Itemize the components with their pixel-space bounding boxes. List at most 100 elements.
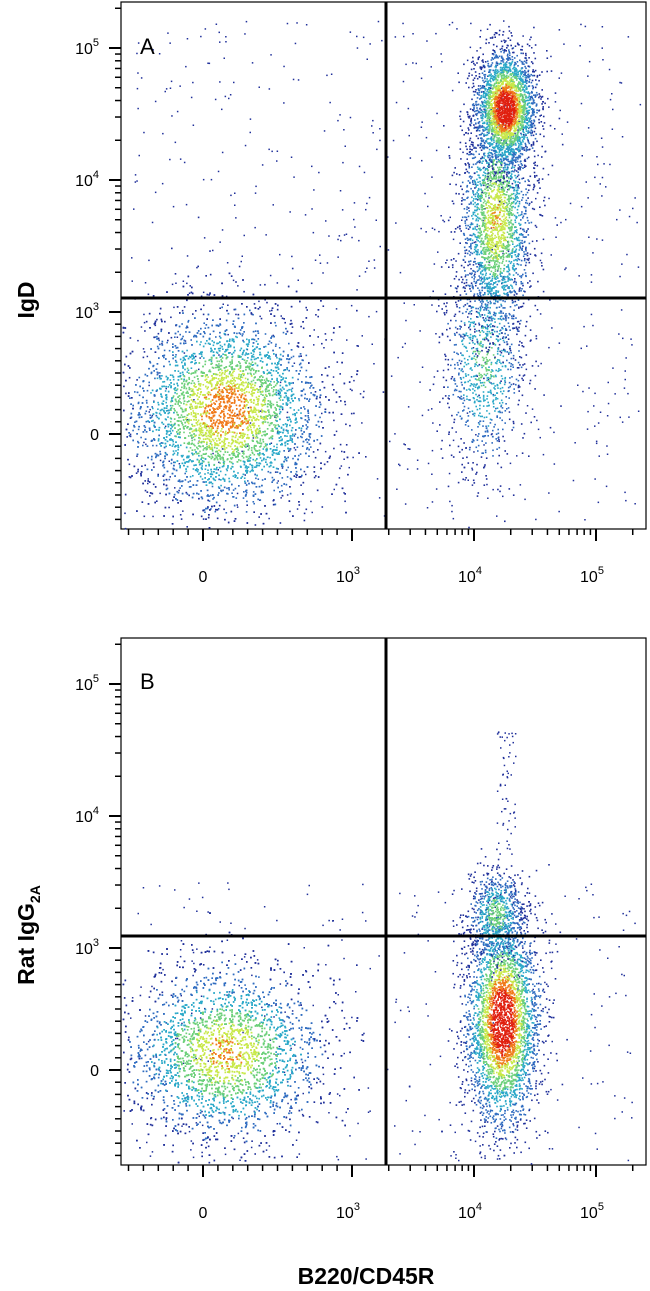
scatter-point: [190, 413, 193, 416]
scatter-point: [340, 413, 343, 415]
scatter-point: [289, 407, 292, 409]
scatter-point: [194, 444, 196, 447]
scatter-point: [252, 364, 255, 366]
scatter-point: [315, 475, 317, 477]
scatter-point: [315, 314, 317, 316]
scatter-point: [537, 154, 539, 157]
scatter-point: [172, 396, 174, 399]
scatter-point: [244, 33, 246, 35]
scatter-point: [250, 426, 252, 429]
scatter-point: [296, 421, 298, 423]
scatter-point: [124, 527, 127, 530]
scatter-point: [222, 353, 224, 355]
scatter-point: [219, 337, 222, 339]
scatter-point: [599, 411, 602, 413]
scatter-point: [333, 488, 335, 491]
scatter-point: [130, 403, 132, 405]
scatter-point: [202, 509, 204, 512]
scatter-point: [592, 252, 594, 254]
scatter-point: [299, 370, 301, 372]
scatter-point: [317, 315, 319, 318]
scatter-point: [256, 458, 258, 460]
scatter-point: [166, 405, 168, 407]
scatter-point: [223, 373, 226, 375]
scatter-point: [275, 424, 277, 427]
scatter-point: [248, 412, 250, 415]
scatter-point: [201, 427, 203, 429]
scatter-point: [153, 466, 155, 468]
scatter-point: [211, 473, 214, 476]
scatter-point: [224, 95, 227, 98]
scatter-point: [253, 446, 255, 449]
scatter-point: [304, 397, 306, 400]
scatter-point: [193, 453, 196, 455]
scatter-point: [177, 375, 180, 378]
scatter-point: [153, 370, 155, 372]
scatter-point: [221, 357, 224, 359]
scatter-point: [499, 350, 501, 353]
scatter-point: [159, 307, 162, 310]
scatter-point: [227, 444, 230, 447]
scatter-point: [156, 335, 158, 338]
scatter-point: [244, 377, 247, 380]
scatter-point: [244, 354, 247, 356]
scatter-point: [443, 220, 446, 223]
scatter-point: [174, 141, 177, 144]
scatter-point: [151, 469, 153, 471]
scatter-point: [540, 262, 543, 264]
scatter-point: [285, 333, 287, 335]
scatter-point: [259, 387, 262, 389]
scatter-point: [365, 456, 367, 458]
scatter-point: [196, 266, 198, 269]
scatter-point: [277, 468, 279, 470]
scatter-point: [264, 443, 267, 445]
scatter-point: [332, 376, 335, 378]
scatter-point: [259, 351, 261, 354]
scatter-point: [563, 43, 565, 45]
scatter-point: [310, 446, 312, 448]
scatter-point: [223, 480, 226, 482]
scatter-point: [181, 386, 183, 389]
scatter-point: [288, 388, 290, 391]
scatter-point: [282, 431, 284, 434]
scatter-point: [246, 459, 249, 461]
scatter-point: [284, 423, 287, 425]
scatter-point: [348, 466, 350, 469]
scatter-point: [300, 412, 302, 414]
scatter-point: [274, 419, 277, 422]
scatter-point: [231, 466, 234, 468]
scatter-point: [193, 385, 195, 387]
scatter-point: [198, 387, 200, 390]
scatter-point: [178, 399, 180, 402]
scatter-point: [512, 51, 514, 54]
scatter-point: [243, 398, 246, 401]
scatter-point: [128, 432, 130, 434]
scatter-point: [305, 354, 308, 357]
scatter-point: [214, 422, 217, 424]
scatter-point: [180, 454, 183, 457]
scatter-point: [243, 382, 245, 384]
scatter-point: [281, 406, 284, 408]
scatter-point: [594, 392, 596, 395]
scatter-point: [236, 417, 239, 419]
scatter-point: [587, 127, 590, 129]
scatter-point: [236, 414, 238, 417]
scatter-point: [534, 116, 537, 118]
scatter-point: [137, 72, 139, 74]
scatter-point: [246, 338, 248, 341]
scatter-point: [137, 442, 140, 444]
scatter-point: [548, 106, 550, 108]
scatter-point: [206, 293, 209, 296]
scatter-point: [255, 396, 258, 399]
scatter-point: [230, 275, 233, 277]
scatter-point: [236, 506, 239, 508]
scatter-point: [174, 364, 177, 367]
scatter-point: [223, 445, 225, 447]
scatter-point: [295, 370, 298, 372]
scatter-point: [173, 306, 175, 309]
scatter-point: [231, 338, 234, 340]
scatter-point: [368, 260, 370, 262]
scatter-point: [169, 430, 171, 432]
scatter-point: [183, 380, 185, 383]
scatter-point: [236, 427, 239, 430]
